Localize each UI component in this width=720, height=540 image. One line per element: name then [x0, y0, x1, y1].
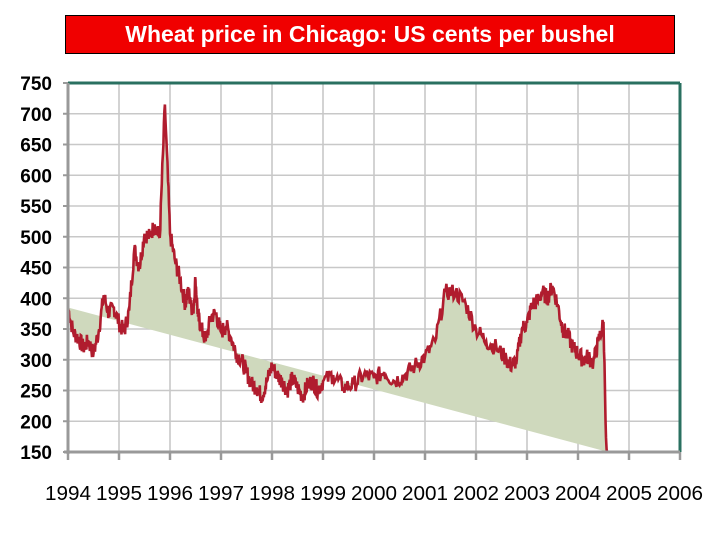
x-tick-label: 1997	[198, 483, 244, 505]
x-tick-label: 2001	[402, 483, 448, 505]
y-tick-label: 200	[20, 412, 52, 433]
x-tick-label: 2004	[555, 483, 601, 505]
y-tick-label: 450	[20, 259, 52, 280]
y-tick-label: 250	[20, 382, 52, 403]
x-tick-label: 1999	[300, 483, 346, 505]
x-tick-label: 2002	[453, 483, 499, 505]
price-area	[68, 104, 609, 452]
price-line	[66, 104, 609, 454]
x-tick-label: 2003	[504, 483, 550, 505]
x-tick-label: 1995	[96, 483, 142, 505]
y-tick-label: 500	[20, 228, 52, 249]
y-tick-label: 400	[20, 289, 52, 310]
x-tick-label: 1998	[249, 483, 295, 505]
x-tick-label: 2000	[351, 483, 397, 505]
x-tick-label: 1996	[147, 483, 193, 505]
y-tick-label: 650	[20, 136, 52, 157]
x-tick-label: 1994	[45, 483, 91, 505]
x-tick-label: 2006	[657, 483, 703, 505]
x-tick-label: 2005	[606, 483, 652, 505]
y-tick-label: 300	[20, 351, 52, 372]
x-axis-ticks: 1994 1995 1996 1997 1998 1999 2000 2001 2002 2003…	[45, 452, 703, 505]
chart-title: Wheat price in Chicago: US cents per bus…	[65, 15, 675, 54]
y-tick-label: 550	[20, 197, 52, 218]
y-tick-label: 700	[20, 105, 52, 126]
y-tick-label: 600	[20, 166, 52, 187]
y-axis-ticks: 150 200 250 300 350 400 450 500 550 600 650 700 750	[20, 74, 68, 464]
y-tick-label: 750	[20, 74, 52, 95]
y-tick-label: 350	[20, 320, 52, 341]
y-tick-label: 150	[20, 443, 52, 464]
